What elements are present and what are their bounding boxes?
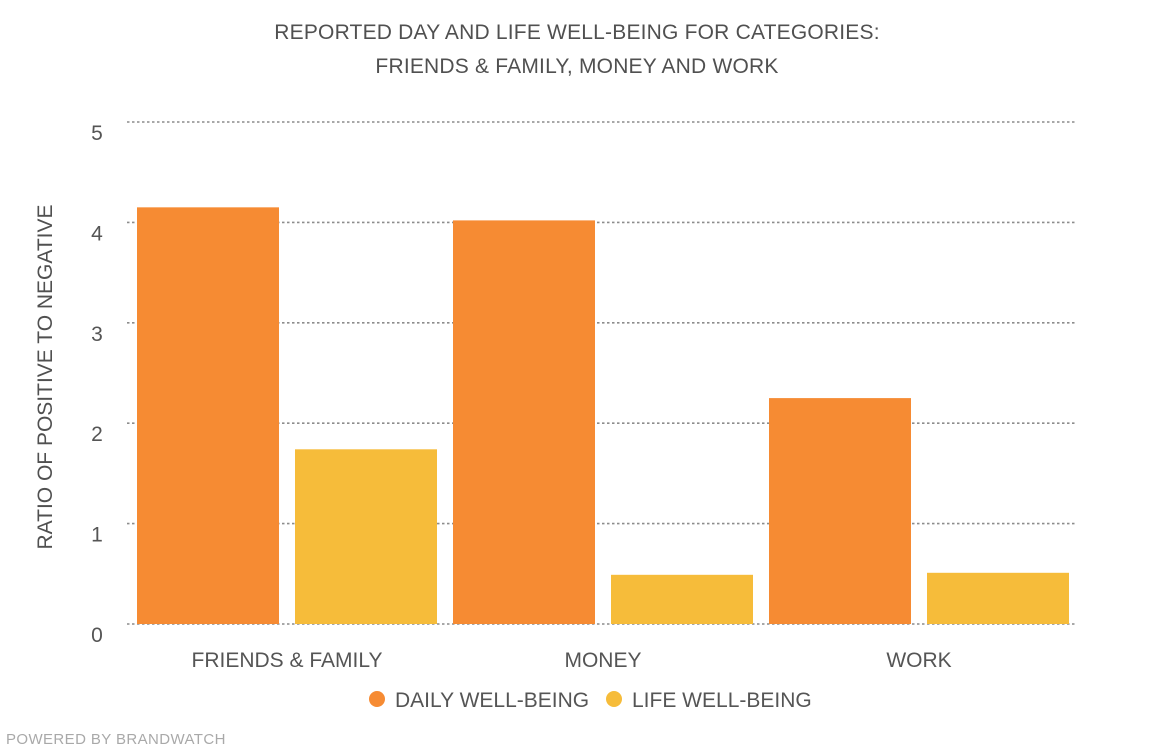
y-tick-label-1: 1 [91,524,103,547]
bar-life-1 [611,574,753,624]
y-axis-label: RATIO OF POSITIVE TO NEGATIVE [34,204,57,549]
footer-credit: POWERED BY BRANDWATCH [6,731,226,748]
chart-title-line-2: FRIENDS & FAMILY, MONEY AND WORK [375,55,779,78]
bar-life-2 [927,572,1069,624]
y-tick-label-5: 5 [91,122,103,145]
bar-daily-1 [453,220,595,624]
chart-title-line-1: REPORTED DAY AND LIFE WELL-BEING FOR CAT… [274,21,880,44]
legend-marker-1 [606,691,622,707]
bar-daily-2 [769,398,911,624]
legend-label-0: DAILY WELL-BEING [395,689,589,712]
y-tick-label-0: 0 [91,624,103,647]
x-tick-label-1: MONEY [564,649,641,672]
y-tick-label-4: 4 [91,222,103,245]
chart-title: REPORTED DAY AND LIFE WELL-BEING FOR CAT… [0,16,1154,84]
x-tick-label-0: FRIENDS & FAMILY [192,649,383,672]
legend-label-1: LIFE WELL-BEING [632,689,812,712]
y-tick-label-2: 2 [91,423,103,446]
bar-life-0 [295,449,437,624]
x-tick-label-2: WORK [886,649,951,672]
y-tick-label-3: 3 [91,323,103,346]
legend-marker-0 [369,691,385,707]
bar-daily-0 [137,207,279,624]
